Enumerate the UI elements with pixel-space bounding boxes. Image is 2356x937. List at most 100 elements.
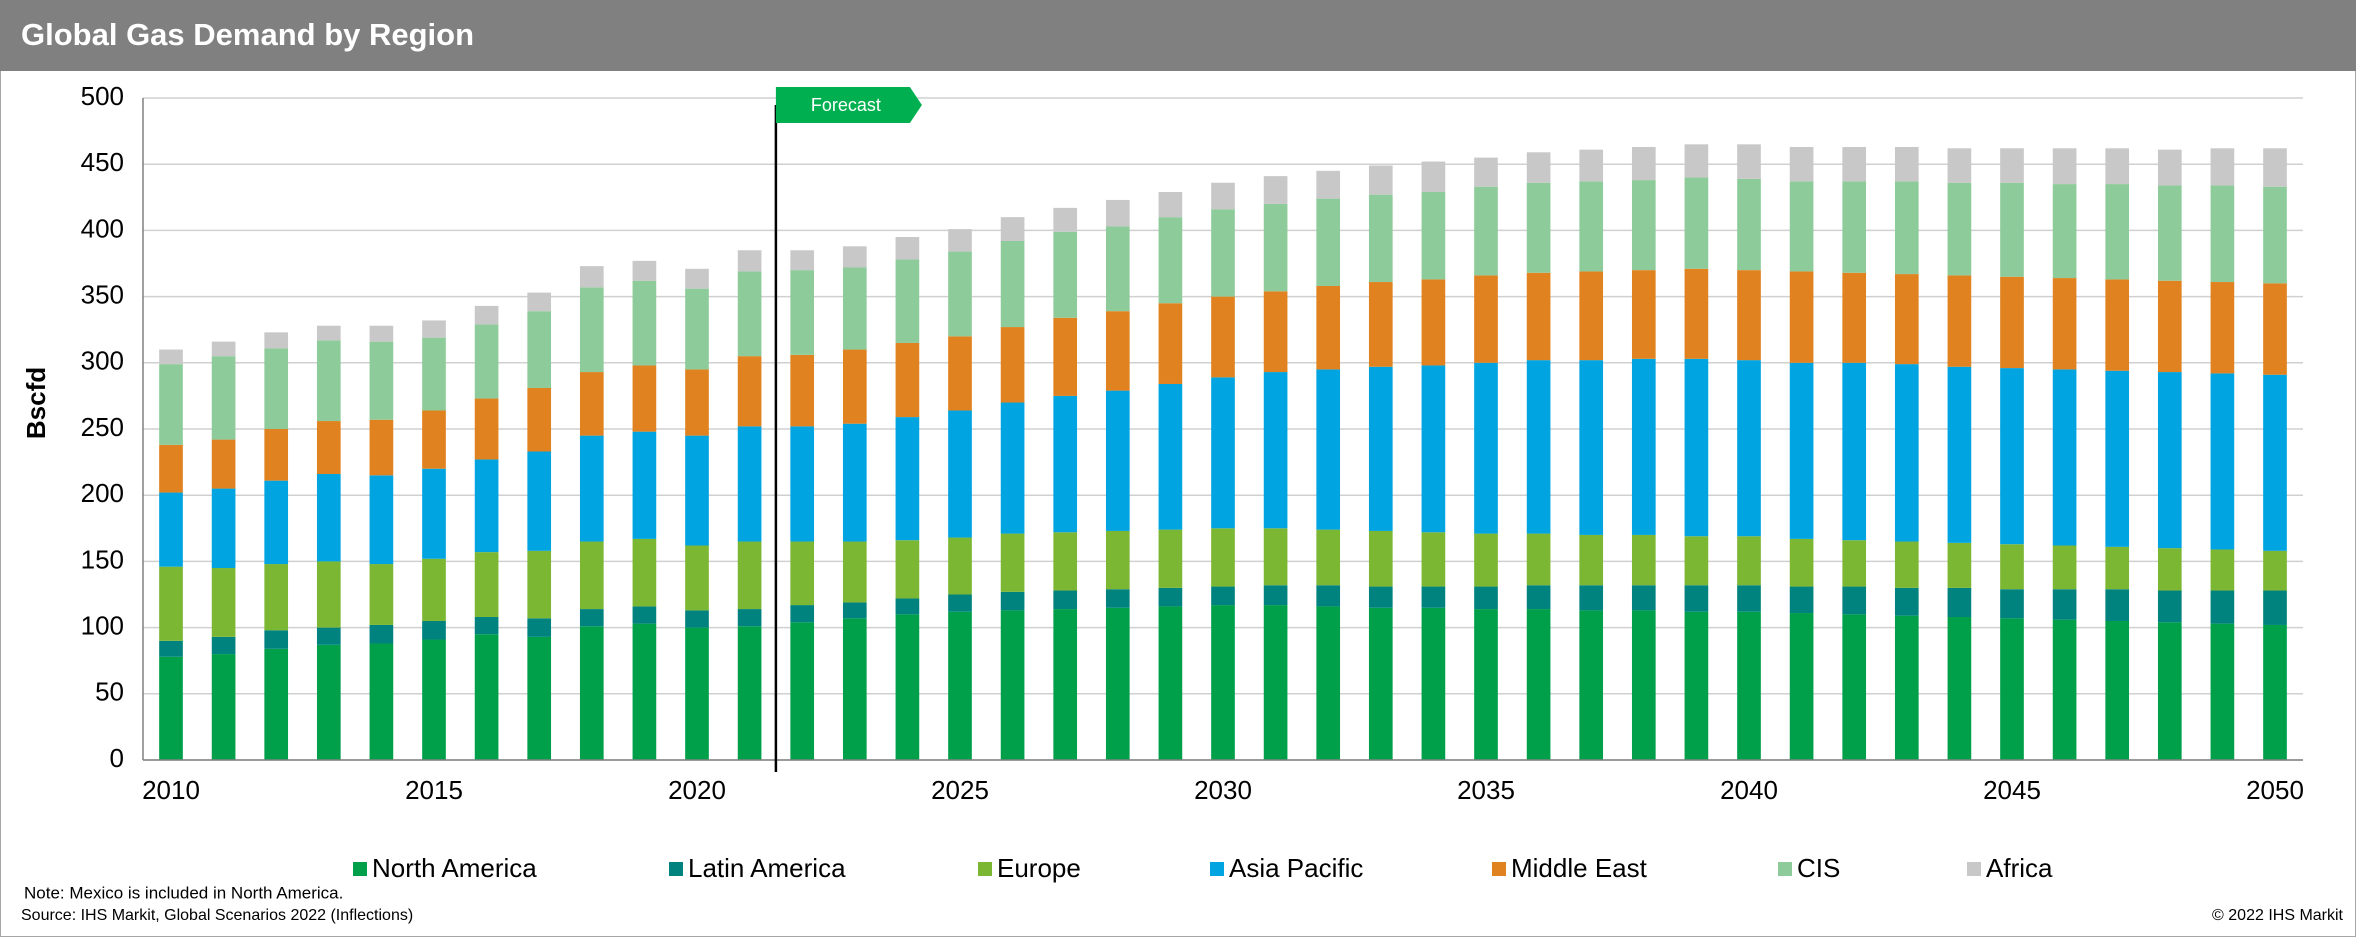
bar-segment	[1368, 165, 1393, 195]
bar-segment	[1158, 383, 1183, 530]
bar-segment	[632, 623, 657, 760]
bar-segment	[2157, 149, 2182, 186]
bar-segment	[1211, 528, 1235, 587]
bar-segment	[579, 266, 604, 288]
bar-segment	[948, 336, 972, 411]
bar-segment	[1631, 180, 1656, 271]
bar-segment	[159, 640, 183, 657]
title-bar	[0, 0, 2356, 71]
bar-segment	[1579, 149, 1604, 182]
bar-segment	[1894, 615, 1919, 760]
bar-segment	[422, 337, 446, 411]
y-tick-label: 200	[81, 478, 124, 508]
bar-segment	[2000, 276, 2024, 369]
bar-segment	[2157, 372, 2182, 549]
chart-title: Global Gas Demand by Region	[21, 17, 474, 52]
x-tick-label: 2010	[142, 775, 200, 805]
legend-swatch	[353, 862, 367, 876]
bar-segment	[2105, 370, 2130, 547]
bar-segment	[1947, 182, 1972, 276]
bar-segment	[1000, 533, 1025, 592]
bar-segment	[1053, 317, 1078, 396]
bar-segment	[2105, 148, 2130, 185]
bar-segment	[895, 598, 920, 615]
bar-segment	[685, 545, 709, 611]
bar-segment	[895, 259, 920, 343]
bar-segment	[790, 605, 815, 623]
legend-label: North America	[372, 853, 537, 883]
bar-segment	[1474, 275, 1498, 363]
x-tick-label: 2035	[1457, 775, 1515, 805]
bar-segment	[632, 606, 657, 624]
bar-segment	[1789, 271, 1814, 363]
bar-segment	[264, 564, 289, 631]
forecast-flag	[775, 87, 922, 123]
bar-segment	[1789, 538, 1814, 587]
bar-segment	[527, 311, 552, 388]
bar-segment	[1053, 231, 1078, 318]
bar-segment	[1894, 587, 1919, 616]
bar-segment	[1474, 362, 1498, 534]
bar-segment	[1842, 362, 1867, 541]
bar-segment	[369, 341, 394, 420]
bar-segment	[1000, 217, 1025, 241]
bar-segment	[842, 246, 867, 268]
bar-segment	[1579, 181, 1604, 272]
bar-segment	[1316, 529, 1341, 586]
bar-segment	[1789, 613, 1814, 760]
bar-segment	[895, 342, 920, 418]
bar-segment	[2263, 550, 2287, 591]
bar-segment	[948, 611, 972, 760]
bar-segment	[842, 541, 867, 603]
bar-segment	[1368, 366, 1393, 531]
bar-segment	[1579, 585, 1604, 611]
bar-segment	[1211, 209, 1235, 297]
note: Note: Mexico is included in North Americ…	[24, 883, 343, 902]
bar-segment	[842, 423, 867, 542]
bar-segment	[159, 566, 183, 641]
bar-segment	[790, 541, 815, 606]
legend-label: Asia Pacific	[1229, 853, 1363, 883]
bar-segment	[159, 349, 183, 365]
bar-segment	[579, 435, 604, 542]
x-tick-label: 2050	[2246, 775, 2304, 805]
bar-segment	[1263, 291, 1288, 373]
bar-segment	[2000, 368, 2024, 545]
bar-segment	[1211, 182, 1235, 210]
x-tick-label: 2015	[405, 775, 463, 805]
y-tick-label: 400	[81, 213, 124, 243]
bar-segment	[1526, 272, 1551, 361]
bar-segment	[1737, 536, 1761, 586]
bar-segment	[316, 644, 341, 760]
bar-segment	[264, 480, 289, 565]
bar-segment	[948, 229, 972, 252]
bar-segment	[2105, 620, 2130, 760]
bar-segment	[579, 609, 604, 627]
bar-segment	[1263, 605, 1288, 760]
bar-segment	[527, 451, 552, 551]
bar-segment	[1105, 607, 1130, 760]
bar-segment	[2157, 622, 2182, 760]
bar-segment	[1158, 529, 1183, 588]
bar-segment	[2210, 185, 2235, 283]
bar-segment	[211, 341, 236, 357]
source: Source: IHS Markit, Global Scenarios 202…	[21, 907, 413, 924]
bar-segment	[1158, 192, 1183, 218]
bar-segment	[1737, 585, 1761, 612]
bar-segment	[1526, 609, 1551, 760]
bar-segment	[1158, 217, 1183, 304]
y-tick-label: 0	[110, 743, 124, 773]
bar-segment	[685, 288, 709, 370]
bar-segment	[369, 564, 394, 625]
bar-segment	[2157, 590, 2182, 623]
bar-segment	[1474, 586, 1498, 610]
bar-segment	[264, 630, 289, 649]
bar-segment	[2105, 279, 2130, 371]
bar-segment	[948, 594, 972, 612]
bar-segment	[2263, 283, 2287, 375]
legend-swatch	[1967, 862, 1981, 876]
bar-segment	[1316, 198, 1341, 287]
bar-segment	[1684, 611, 1709, 760]
bar-segment	[1842, 614, 1867, 760]
bar-segment	[948, 251, 972, 337]
